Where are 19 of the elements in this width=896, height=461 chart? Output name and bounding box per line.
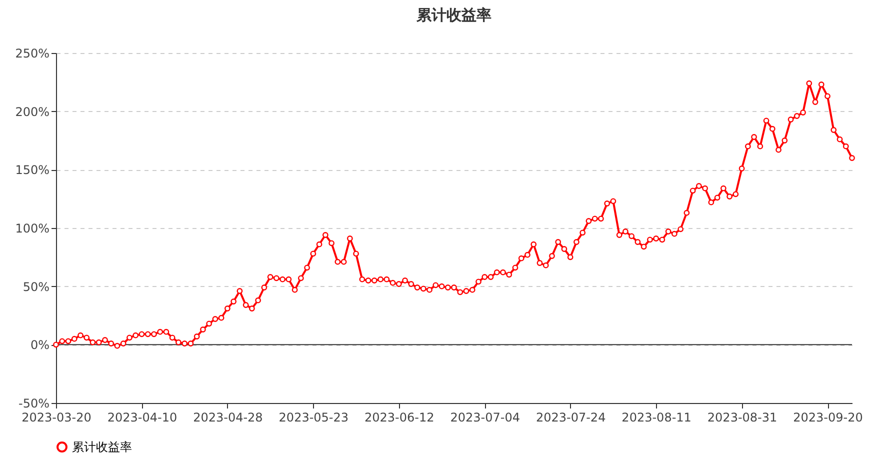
y-tick-label: 250%: [15, 46, 50, 60]
x-tick-label: 2023-08-11: [622, 410, 692, 424]
x-tick-label: 2023-06-12: [364, 410, 434, 424]
x-tick-label: 2023-03-20: [22, 410, 92, 424]
x-tick-label: 2023-04-28: [193, 410, 263, 424]
x-tick-label: 2023-05-23: [278, 410, 349, 424]
x-tick-label: 2023-08-31: [707, 410, 778, 424]
y-tick-label: -50%: [18, 396, 50, 410]
chart-title: 累计收益率: [416, 6, 492, 24]
x-tick-label: 2023-09-20: [793, 410, 863, 424]
y-tick-label: 0%: [30, 338, 50, 352]
y-tick-label: 50%: [22, 280, 50, 294]
legend-label: 累计收益率: [72, 440, 132, 454]
y-tick-label: 200%: [15, 104, 50, 119]
x-tick-label: 2023-07-04: [450, 410, 520, 424]
x-tick-label: 2023-04-10: [107, 410, 178, 424]
y-tick-label: 100%: [15, 222, 50, 236]
y-tick-label: 150%: [15, 163, 50, 178]
x-tick-label: 2023-07-24: [536, 410, 606, 424]
